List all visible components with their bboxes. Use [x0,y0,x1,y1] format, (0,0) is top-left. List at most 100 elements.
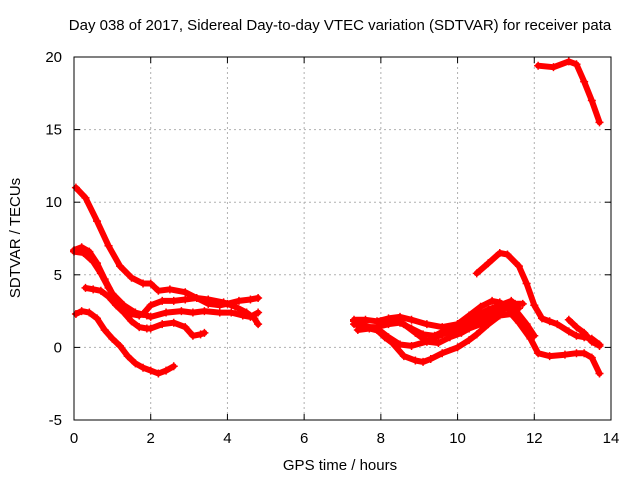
data-point [411,328,420,337]
data-point [116,341,125,350]
data-point [200,307,209,316]
data-point [177,307,186,316]
data-point [162,308,171,317]
data-point [488,296,497,305]
x-axis-label: GPS time / hours [283,457,397,474]
data-point [438,349,447,358]
x-tick-label: 4 [223,430,231,447]
data-point [361,323,370,332]
data-point [518,299,527,308]
data-point [246,295,255,304]
data-point [530,331,539,340]
data-point [534,61,543,70]
x-tick-label: 10 [449,430,466,447]
data-point [127,273,136,282]
data-point [514,311,523,320]
series-arc-13 [534,57,604,127]
series-arc-10 [350,296,523,332]
data-point [158,296,167,305]
y-tick-label: 20 [45,49,62,66]
data-point [254,294,263,303]
data-point [545,352,554,361]
data-point [384,314,393,323]
data-point [250,314,259,323]
data-point [192,294,201,303]
grid [74,57,611,420]
data-point [507,296,516,305]
data-point [572,323,581,332]
data-point [465,336,474,345]
x-tick-label: 12 [526,430,543,447]
data-point [188,331,197,340]
data-point [484,305,493,314]
data-point [181,323,190,332]
y-tick-label: 15 [45,122,62,139]
data-point [495,249,504,258]
data-point [396,312,405,321]
data-point [146,324,155,333]
data-point [119,308,128,317]
data-point [580,349,589,358]
data-point [85,308,94,317]
data-point [503,250,512,259]
data-point [81,193,90,202]
y-tick-label: 0 [54,339,62,356]
data-point [476,302,485,311]
series-arc-11 [472,249,604,349]
data-point [514,318,523,327]
data-point [572,60,581,69]
data-point [254,308,263,317]
x-tick-label: 6 [300,430,308,447]
data-point [407,341,416,350]
data-point [549,63,558,72]
data-point [234,296,243,305]
x-tick-label: 2 [147,430,155,447]
data-point [227,308,236,317]
data-point [488,314,497,323]
data-point [522,320,531,329]
data-point [434,339,443,348]
data-point [112,301,121,310]
data-point [169,296,178,305]
data-point [495,301,504,310]
data-point [77,307,86,316]
chart-title: Day 038 of 2017, Sidereal Day-to-day VTE… [69,17,612,34]
data-point [169,318,178,327]
data-point [104,292,113,301]
data-point [181,288,190,297]
data-point [158,320,167,329]
data-point [350,315,359,324]
data-point [196,330,205,339]
data-point [146,312,155,321]
series-arc-12 [564,315,604,350]
data-point [131,359,140,368]
data-point [154,286,163,295]
data-point [553,320,562,329]
data-point [254,320,263,329]
data-point [162,366,171,375]
data-point [595,341,604,350]
data-point [154,369,163,378]
data-point [123,352,132,361]
data-point [465,324,474,333]
data-point [484,259,493,268]
data-point [419,357,428,366]
data-point [445,333,454,342]
data-point [407,315,416,324]
data-point [215,308,224,317]
series-arc-2 [70,243,263,321]
data-point [204,295,213,304]
data-point [476,320,485,329]
data-point [219,298,228,307]
y-tick-label: 5 [54,267,62,284]
data-point [438,323,447,332]
data-point [468,312,477,321]
data-point [231,302,240,311]
data-point [514,262,523,271]
series-arc-4 [81,283,209,340]
x-tick-label: 8 [377,430,385,447]
data-point [104,283,113,292]
data-point [242,308,251,317]
